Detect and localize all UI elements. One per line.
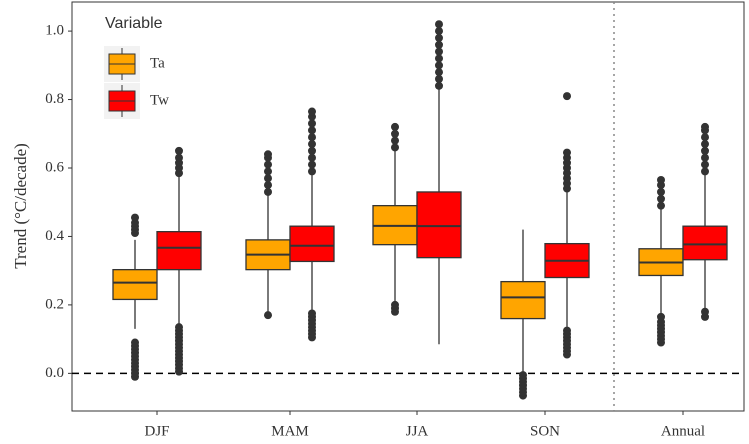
outlier: [308, 119, 316, 128]
outlier: [657, 201, 665, 210]
outlier: [435, 47, 443, 56]
y-tick-label: 0.0: [45, 365, 64, 381]
x-tick-label: MAM: [271, 423, 309, 439]
legend-label: Tw: [150, 92, 169, 108]
outlier: [391, 136, 399, 145]
y-tick-label: 0.8: [45, 91, 64, 107]
outlier: [264, 160, 272, 169]
outlier: [264, 311, 272, 320]
outlier: [657, 194, 665, 203]
x-tick-label: JJA: [406, 423, 429, 439]
outlier: [701, 133, 709, 142]
box: [416, 191, 462, 259]
outlier: [563, 148, 571, 157]
outlier: [701, 167, 709, 176]
outlier: [264, 187, 272, 196]
outlier: [264, 150, 272, 159]
outlier: [391, 129, 399, 138]
outlier: [701, 140, 709, 149]
x-tick-label: DJF: [144, 423, 169, 439]
box: [682, 225, 728, 261]
box: [156, 231, 202, 271]
x-tick-label: Annual: [661, 423, 705, 439]
outlier: [308, 133, 316, 142]
box: [500, 280, 546, 320]
outlier: [175, 153, 183, 162]
outlier: [701, 122, 709, 131]
box: [289, 225, 335, 263]
outlier: [131, 213, 139, 222]
outlier: [657, 175, 665, 184]
box: [112, 268, 158, 301]
outlier: [563, 326, 571, 335]
outlier: [264, 174, 272, 183]
legend-title: Variable: [105, 15, 163, 32]
outlier: [131, 338, 139, 347]
outlier: [391, 300, 399, 309]
outlier: [308, 309, 316, 318]
outlier: [435, 27, 443, 36]
outlier: [435, 61, 443, 70]
outlier: [701, 153, 709, 162]
outlier: [435, 33, 443, 42]
outlier: [435, 68, 443, 77]
outlier: [435, 54, 443, 63]
outlier: [701, 307, 709, 316]
outlier: [308, 107, 316, 116]
outlier: [657, 312, 665, 321]
outlier: [308, 126, 316, 135]
outlier: [264, 181, 272, 190]
y-axis-title: Trend (°C/decade): [11, 143, 30, 269]
y-tick-label: 1.0: [45, 23, 64, 39]
outlier: [308, 160, 316, 169]
outlier: [435, 81, 443, 90]
outlier: [391, 143, 399, 152]
outlier: [308, 140, 316, 149]
outlier: [391, 122, 399, 131]
outlier: [435, 40, 443, 49]
y-tick-label: 0.2: [45, 296, 64, 312]
legend-label: Ta: [150, 55, 165, 71]
outlier: [175, 146, 183, 155]
outlier: [264, 167, 272, 176]
outlier: [701, 160, 709, 169]
outlier: [701, 146, 709, 155]
outlier: [563, 92, 571, 101]
y-tick-label: 0.4: [45, 228, 64, 244]
outlier: [435, 75, 443, 84]
y-tick-label: 0.6: [45, 159, 64, 175]
outlier: [435, 20, 443, 29]
outlier: [175, 323, 183, 332]
outlier: [308, 146, 316, 155]
outlier: [308, 153, 316, 162]
outlier: [308, 167, 316, 176]
outlier: [657, 187, 665, 196]
x-tick-label: SON: [530, 423, 560, 439]
outlier: [519, 371, 527, 380]
